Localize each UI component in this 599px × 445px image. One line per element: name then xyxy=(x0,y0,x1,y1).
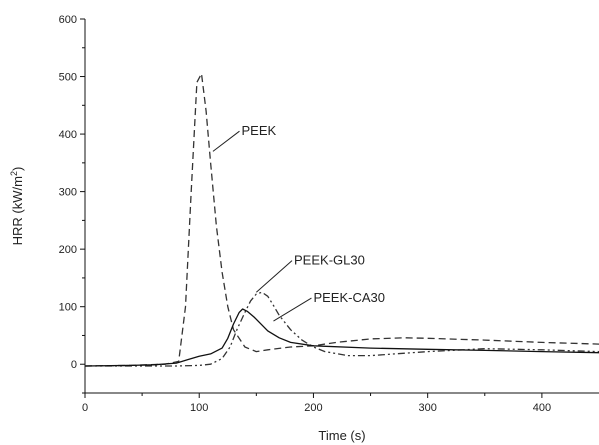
x-tick-label: 200 xyxy=(304,402,322,414)
y-tick-label: 100 xyxy=(59,302,77,314)
y-tick-label: 0 xyxy=(71,359,77,371)
y-axis-title-superscript: 2 xyxy=(9,171,19,176)
y-tick-label: 500 xyxy=(59,72,77,84)
y-tick-label: 200 xyxy=(59,244,77,256)
x-tick-label: 300 xyxy=(418,402,436,414)
annotation-leader-peek-gl30 xyxy=(256,260,293,293)
series-line-peek-ca30 xyxy=(84,308,599,367)
y-tick-label: 600 xyxy=(59,14,77,26)
y-axis-title: HRR (kW/m2) xyxy=(9,167,25,246)
annotation-label-peek-gl30: PEEK-GL30 xyxy=(294,253,365,268)
y-axis-title-main: HRR (kW/m xyxy=(10,176,25,245)
annotation-leader-peek xyxy=(212,130,240,152)
annotation-label-peek: PEEK xyxy=(241,123,276,138)
x-tick-label: 100 xyxy=(190,402,208,414)
x-axis-title: Time (s) xyxy=(318,428,365,443)
annotation-leader-peek-ca30 xyxy=(273,297,312,322)
series-annotations: PEEK PEEK-GL30 PEEK-CA30 xyxy=(212,123,385,322)
x-tick-label: 400 xyxy=(533,402,551,414)
axes: 0 100 200 300 400 0 100 200 300 400 500 600 xyxy=(59,14,599,414)
y-tick-label: 400 xyxy=(59,129,77,141)
series-line-peek xyxy=(84,73,599,367)
series-line-peek-gl30 xyxy=(85,291,599,367)
y-axis-title-close: ) xyxy=(10,167,25,171)
series-lines xyxy=(84,73,599,367)
x-tick-label: 0 xyxy=(82,402,88,414)
y-tick-label: 300 xyxy=(59,187,77,199)
annotation-label-peek-ca30: PEEK-CA30 xyxy=(313,290,385,305)
